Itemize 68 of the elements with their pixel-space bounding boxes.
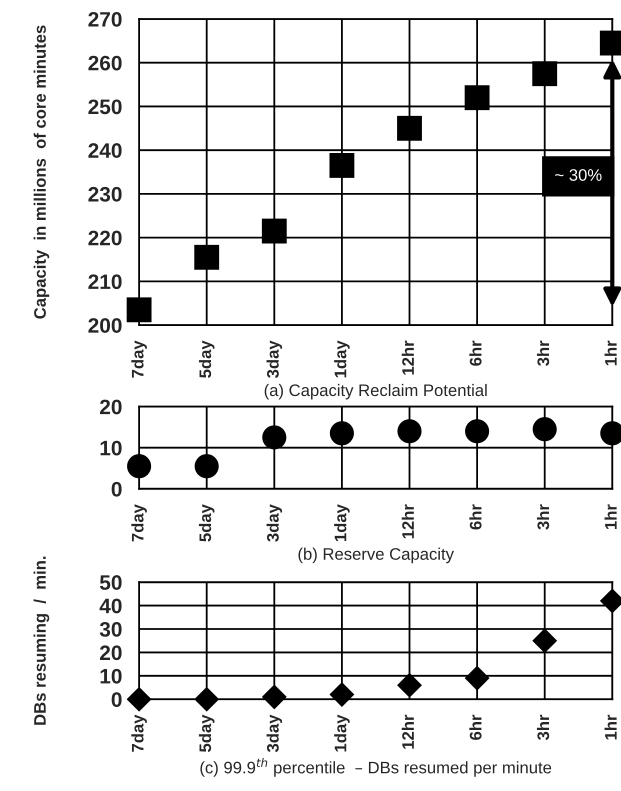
y-tick-label: 20 xyxy=(100,400,122,414)
x-tick-label: 3day xyxy=(266,340,282,378)
y-tick-label: 20 xyxy=(100,645,122,660)
x-tick-label: 12hr xyxy=(402,340,414,375)
point xyxy=(329,153,354,178)
y-tick-label: 50 xyxy=(100,575,122,590)
x-tick-label: 1day xyxy=(334,504,350,542)
point xyxy=(262,684,287,710)
x-axis-title: (c) 99.9$^{th}$ percentile – DBs resumed per minute xyxy=(200,758,552,777)
x-tick-label: 1hr xyxy=(604,714,617,740)
point xyxy=(194,244,220,270)
x-tick-label: 1day xyxy=(334,340,350,378)
x-tick-label: 1day xyxy=(334,714,350,752)
y-tick-label: 220 xyxy=(88,230,122,246)
x-tick-label: 5day xyxy=(198,340,214,378)
x-tick-label: 12hr xyxy=(402,714,414,749)
point xyxy=(397,419,422,444)
point xyxy=(465,419,490,444)
x-tick-label: 5day xyxy=(198,504,214,542)
x-axis-title: (a) Capacity Reclaim Potential xyxy=(264,384,487,400)
point xyxy=(532,61,558,86)
y-tick-label: 260 xyxy=(88,56,122,70)
annotation: ~ 30% xyxy=(555,169,602,181)
x-axis-title: (b) Reserve Capacity xyxy=(298,548,454,564)
y-tick-label: 10 xyxy=(100,440,122,456)
x-tick-label: 7day xyxy=(131,340,147,378)
point xyxy=(329,682,354,707)
y-axis-title: Capacity in millions of core minutes xyxy=(34,25,50,319)
y-tick-label: 210 xyxy=(88,274,122,290)
y-axis-title: DBs resuming / min. xyxy=(34,556,50,725)
y-tick-label: 240 xyxy=(88,143,122,158)
x-tick-label: 6hr xyxy=(469,340,482,366)
y-tick-label: 10 xyxy=(100,668,122,684)
x-tick-label: 3day xyxy=(266,714,282,752)
x-tick-label: 12hr xyxy=(402,504,414,538)
x-tick-label: 3day xyxy=(266,504,282,542)
point xyxy=(330,421,354,446)
x-tick-label: 3hr xyxy=(536,504,550,530)
x-tick-label: 5day xyxy=(198,714,214,752)
point xyxy=(397,116,422,141)
x-tick-label: 1hr xyxy=(604,340,617,366)
point xyxy=(127,454,152,478)
point xyxy=(126,297,152,322)
point xyxy=(262,218,287,244)
point xyxy=(397,672,422,698)
x-tick-label: 3hr xyxy=(536,714,550,740)
point xyxy=(464,85,490,110)
y-tick-label: 270 xyxy=(88,12,122,27)
y-tick-label: 30 xyxy=(100,622,122,637)
y-tick-label: 250 xyxy=(88,99,122,114)
point xyxy=(532,628,558,654)
y-tick-label: 200 xyxy=(88,318,122,333)
y-tick-label: 0 xyxy=(112,692,122,707)
x-tick-label: 6hr xyxy=(469,714,482,740)
x-tick-label: 1hr xyxy=(604,504,617,529)
point xyxy=(194,454,219,478)
point xyxy=(262,425,286,450)
y-tick-label: 230 xyxy=(88,186,122,202)
point xyxy=(532,417,557,442)
point xyxy=(194,686,220,712)
y-tick-label: 40 xyxy=(100,598,122,614)
point xyxy=(126,686,152,712)
y-tick-label: 0 xyxy=(112,482,122,497)
point xyxy=(464,666,490,691)
x-tick-label: 7day xyxy=(131,714,147,752)
x-tick-label: 6hr xyxy=(469,504,482,530)
x-tick-label: 7day xyxy=(131,504,147,542)
x-tick-label: 3hr xyxy=(536,340,550,366)
